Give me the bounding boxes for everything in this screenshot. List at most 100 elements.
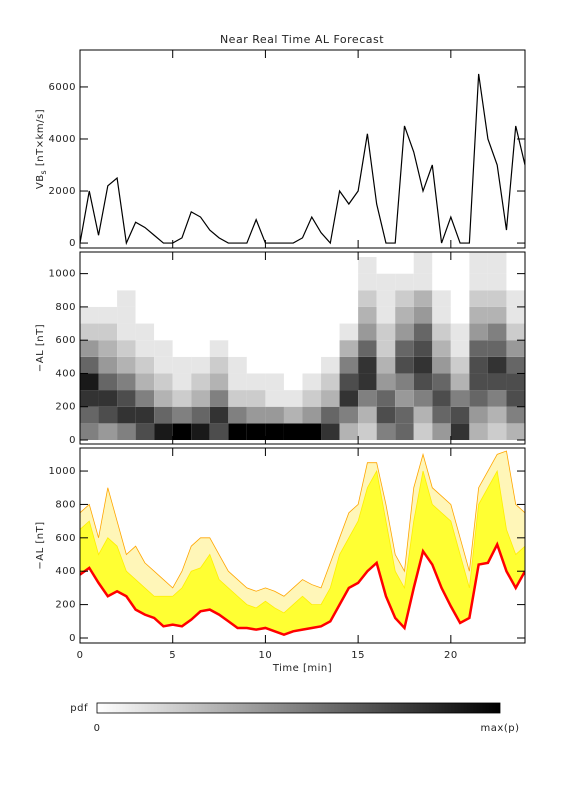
pdf-cell bbox=[246, 306, 266, 324]
pdf-cell bbox=[135, 423, 155, 441]
pdf-cell bbox=[450, 290, 470, 307]
pdf-cell bbox=[487, 256, 507, 274]
pdf-cell bbox=[191, 290, 210, 307]
pdf-cell bbox=[376, 356, 396, 374]
pdf-cell bbox=[172, 340, 192, 357]
pdf-cell bbox=[487, 373, 507, 391]
pdf-cell bbox=[172, 323, 192, 341]
pdf-cell bbox=[117, 390, 136, 407]
pdf-cell bbox=[209, 256, 229, 274]
pdf-cell bbox=[339, 340, 359, 357]
pdf-cell bbox=[172, 390, 192, 407]
pdf-cell bbox=[135, 252, 155, 257]
plot-area bbox=[80, 252, 525, 441]
y-tick-label: 800 bbox=[55, 302, 76, 313]
pdf-cell bbox=[376, 373, 396, 391]
pdf-cell bbox=[80, 406, 99, 424]
pdf-cell bbox=[228, 390, 247, 407]
pdf-cell bbox=[358, 373, 377, 391]
pdf-cell bbox=[117, 340, 136, 357]
pdf-cell bbox=[506, 273, 525, 291]
pdf-cell bbox=[209, 356, 229, 374]
pdf-cell bbox=[450, 373, 470, 391]
pdf-cell bbox=[376, 390, 396, 407]
pdf-cell bbox=[283, 323, 303, 341]
pdf-cell bbox=[191, 406, 210, 424]
pdf-cell bbox=[98, 340, 118, 357]
pdf-cell bbox=[80, 290, 99, 307]
pdf-cell bbox=[469, 273, 488, 291]
pdf-cell bbox=[450, 423, 470, 441]
pdf-cell bbox=[117, 406, 136, 424]
pdf-cell bbox=[506, 252, 525, 257]
quantile-line bbox=[80, 541, 525, 636]
y-label-unit: [nT×km/s] bbox=[35, 109, 46, 170]
pdf-cell bbox=[395, 323, 414, 341]
pdf-cell bbox=[339, 256, 359, 274]
pdf-cell bbox=[246, 252, 266, 257]
pdf-cell bbox=[302, 256, 322, 274]
pdf-cell bbox=[432, 423, 451, 441]
pdf-cell bbox=[302, 306, 322, 324]
y-label-text: VB bbox=[35, 174, 46, 189]
pdf-cell bbox=[321, 406, 340, 424]
pdf-cell bbox=[413, 306, 433, 324]
pdf-cell bbox=[450, 273, 470, 291]
y-label-text: −AL [nT] bbox=[35, 521, 46, 569]
pdf-cell bbox=[358, 323, 377, 341]
pdf-cell bbox=[339, 323, 359, 341]
pdf-cell bbox=[339, 390, 359, 407]
y-tick-label: 1000 bbox=[49, 466, 76, 477]
y-axis-label: −AL [nT] bbox=[35, 324, 46, 372]
pdf-cell bbox=[191, 323, 210, 341]
pdf-cell bbox=[246, 290, 266, 307]
pdf-cell bbox=[487, 340, 507, 357]
pdf-cell bbox=[246, 373, 266, 391]
pdf-cell bbox=[191, 356, 210, 374]
pdf-cell bbox=[487, 323, 507, 341]
band-area bbox=[80, 544, 525, 643]
pdf-cell bbox=[80, 356, 99, 374]
pdf-cell bbox=[506, 340, 525, 357]
pdf-cell bbox=[339, 423, 359, 441]
x-tick-label: 15 bbox=[351, 650, 365, 661]
x-tick-label: 20 bbox=[444, 650, 458, 661]
quantile-line bbox=[80, 469, 525, 614]
pdf-cell bbox=[395, 373, 414, 391]
pdf-cell bbox=[98, 390, 118, 407]
pdf-cell bbox=[413, 256, 433, 274]
pdf-cell bbox=[321, 273, 340, 291]
pdf-cell bbox=[191, 273, 210, 291]
pdf-cell bbox=[172, 306, 192, 324]
pdf-cell bbox=[98, 356, 118, 374]
y-tick-label: 600 bbox=[55, 533, 76, 544]
pdf-cell bbox=[228, 423, 247, 441]
pdf-cell bbox=[321, 256, 340, 274]
pdf-cell bbox=[80, 323, 99, 341]
pdf-cell bbox=[246, 390, 266, 407]
pdf-cell bbox=[358, 390, 377, 407]
pdf-cell bbox=[228, 323, 247, 341]
pdf-cell bbox=[154, 390, 173, 407]
pdf-cell bbox=[154, 256, 173, 274]
pdf-cell bbox=[450, 340, 470, 357]
pdf-cell bbox=[117, 423, 136, 441]
y-tick-label: 6000 bbox=[49, 82, 76, 93]
x-tick-label: 0 bbox=[77, 650, 84, 661]
y-tick-label: 0 bbox=[69, 435, 76, 446]
pdf-cell bbox=[135, 390, 155, 407]
pdf-cell bbox=[469, 306, 488, 324]
pdf-cell bbox=[283, 406, 303, 424]
pdf-cell bbox=[432, 373, 451, 391]
pdf-cell bbox=[283, 373, 303, 391]
pdf-cell bbox=[413, 273, 433, 291]
pdf-cell bbox=[487, 273, 507, 291]
y-label-text: −AL [nT] bbox=[35, 324, 46, 372]
pdf-cell bbox=[246, 423, 266, 441]
pdf-cell bbox=[154, 406, 173, 424]
pdf-cell bbox=[432, 340, 451, 357]
pdf-cell bbox=[135, 406, 155, 424]
pdf-cell bbox=[302, 356, 322, 374]
pdf-cell bbox=[135, 373, 155, 391]
pdf-cell bbox=[98, 373, 118, 391]
